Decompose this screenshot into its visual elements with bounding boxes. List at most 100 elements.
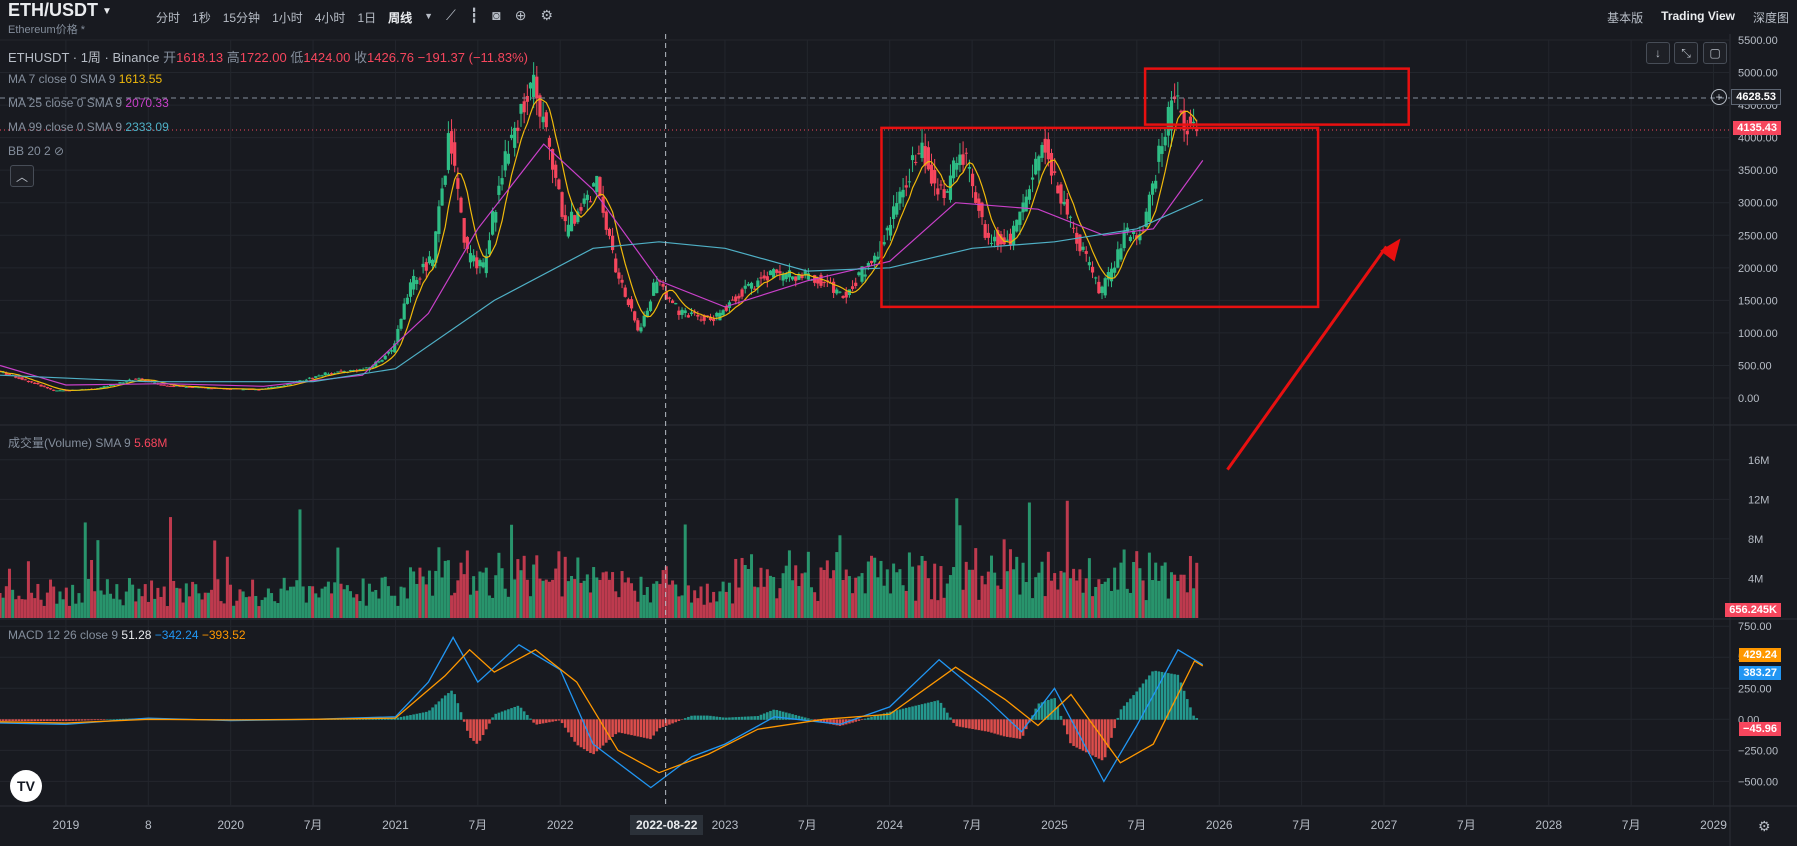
- candle-body: [187, 386, 192, 388]
- macd-histogram-bar: [620, 719, 624, 734]
- time-tick-label: 7月: [1457, 818, 1476, 832]
- candle-body: [639, 327, 643, 332]
- volume-bar: [197, 593, 201, 618]
- tab-timeframe-0[interactable]: 分时: [156, 11, 181, 25]
- legend-macd[interactable]: MACD 12 26 close 9 51.28 −342.24 −393.52: [8, 628, 246, 642]
- tab-timeframe-4[interactable]: 4小时: [314, 11, 346, 25]
- signal-line: [0, 648, 1204, 774]
- macd-histogram-bar: [377, 718, 381, 720]
- camera-icon[interactable]: ◙: [492, 7, 501, 23]
- volume-bar: [415, 583, 419, 618]
- candle-body: [819, 274, 823, 286]
- macd-histogram-bar: [371, 718, 374, 720]
- macd-histogram-bar: [424, 711, 428, 720]
- macd-histogram-bar: [674, 719, 678, 723]
- macd-histogram-bar: [800, 716, 804, 720]
- volume-bar: [1008, 549, 1012, 618]
- candle-body: [759, 277, 763, 279]
- view-tradingview[interactable]: Trading View: [1661, 9, 1735, 23]
- macd-histogram-bar: [996, 719, 1000, 735]
- volume-bar: [939, 566, 943, 618]
- volume-bar: [1084, 578, 1088, 618]
- candle-body: [595, 175, 599, 192]
- macd-histogram-bar: [1179, 682, 1183, 720]
- volume-bar: [696, 598, 700, 618]
- legend-ma7[interactable]: MA 7 close 0 SMA 9 1613.55: [8, 72, 162, 86]
- volume-bar: [1173, 574, 1177, 618]
- candle-body: [194, 386, 198, 388]
- candle-body: [361, 369, 365, 371]
- tab-timeframe-5[interactable]: 1日: [357, 11, 377, 25]
- candle-body: [686, 315, 690, 318]
- legend-bb[interactable]: BB 20 2 ⊘: [8, 144, 64, 158]
- add-alert-icon[interactable]: +: [1711, 89, 1727, 105]
- volume-bar: [945, 583, 949, 618]
- volume-bar: [377, 598, 381, 618]
- macd-histogram-bar: [1116, 717, 1120, 720]
- macd-histogram-bar: [791, 714, 794, 720]
- volume-tick-label: 12M: [1748, 494, 1769, 506]
- chevron-down-icon[interactable]: ▼: [424, 11, 434, 21]
- view-basic[interactable]: 基本版: [1607, 11, 1644, 25]
- macd-histogram-bar: [462, 719, 466, 722]
- volume-bar: [235, 600, 239, 618]
- legend-ma99[interactable]: MA 99 close 0 SMA 9 2333.09: [8, 120, 169, 134]
- macd-histogram-bar: [65, 719, 68, 722]
- volume-bar: [150, 580, 154, 618]
- candle-body: [1049, 152, 1054, 176]
- plus-circle-icon[interactable]: ⊕: [514, 7, 527, 23]
- candle-body: [993, 236, 997, 242]
- restore-button[interactable]: ▢: [1703, 42, 1727, 64]
- macd-histogram-bar: [772, 709, 775, 720]
- volume-bar: [948, 575, 952, 618]
- volume-bar: [756, 587, 760, 618]
- volume-bar: [974, 548, 978, 618]
- volume-bar: [544, 579, 548, 618]
- candle-body: [402, 303, 406, 320]
- volume-bar: [39, 599, 43, 618]
- tab-timeframe-1[interactable]: 1秒: [192, 11, 211, 25]
- volume-bar: [828, 578, 832, 618]
- candle-body: [620, 279, 624, 283]
- scroll-down-button[interactable]: ↓: [1646, 42, 1670, 64]
- volume-bar: [42, 605, 46, 618]
- volume-bar: [844, 569, 848, 618]
- volume-bar: [686, 585, 690, 618]
- macd-histogram-bar: [102, 719, 106, 720]
- volume-bar: [551, 579, 555, 618]
- macd-histogram-bar: [762, 713, 766, 720]
- legend-volume[interactable]: 成交量(Volume) SMA 9 5.68M: [8, 434, 167, 451]
- candle-type-icon[interactable]: ┇: [469, 7, 479, 23]
- tab-timeframe-3[interactable]: 1小时: [272, 11, 303, 25]
- volume-bar: [58, 591, 62, 618]
- volume-bar: [90, 559, 94, 618]
- volume-bar: [178, 588, 182, 618]
- settings-gear-icon[interactable]: ⚙: [1758, 818, 1771, 834]
- volume-bar: [118, 599, 122, 618]
- gear-icon[interactable]: ⚙: [540, 7, 554, 23]
- fullscreen-button[interactable]: ⤡: [1674, 42, 1698, 64]
- indicator-icon[interactable]: ⟋: [446, 7, 456, 23]
- caret-down-icon: ▼: [102, 5, 112, 17]
- candle-body: [762, 275, 766, 279]
- tab-timeframe-2[interactable]: 15分钟: [222, 11, 261, 25]
- macd-histogram-bar: [639, 719, 643, 738]
- candle-body: [333, 373, 337, 375]
- candle-body: [1090, 266, 1095, 273]
- candle-body: [440, 188, 444, 206]
- candle-body: [945, 191, 949, 193]
- macd-histogram-bar: [753, 716, 756, 720]
- volume-bar: [1081, 592, 1085, 618]
- collapse-legend-button[interactable]: ︿: [10, 165, 34, 187]
- legend-ma25[interactable]: MA 25 close 0 SMA 9 2070.33: [8, 96, 169, 110]
- symbol-selector[interactable]: ETH/USDT ▼: [8, 0, 112, 21]
- view-depth[interactable]: 深度图: [1752, 11, 1789, 25]
- tab-timeframe-weekly[interactable]: 周线: [388, 11, 413, 25]
- eye-off-icon[interactable]: ⊘: [54, 144, 65, 158]
- macd-histogram-bar: [797, 715, 801, 720]
- macd-histogram-bar: [1053, 698, 1056, 720]
- candle-body: [1122, 230, 1126, 249]
- volume-bar: [187, 596, 191, 618]
- volume-bar: [222, 603, 226, 618]
